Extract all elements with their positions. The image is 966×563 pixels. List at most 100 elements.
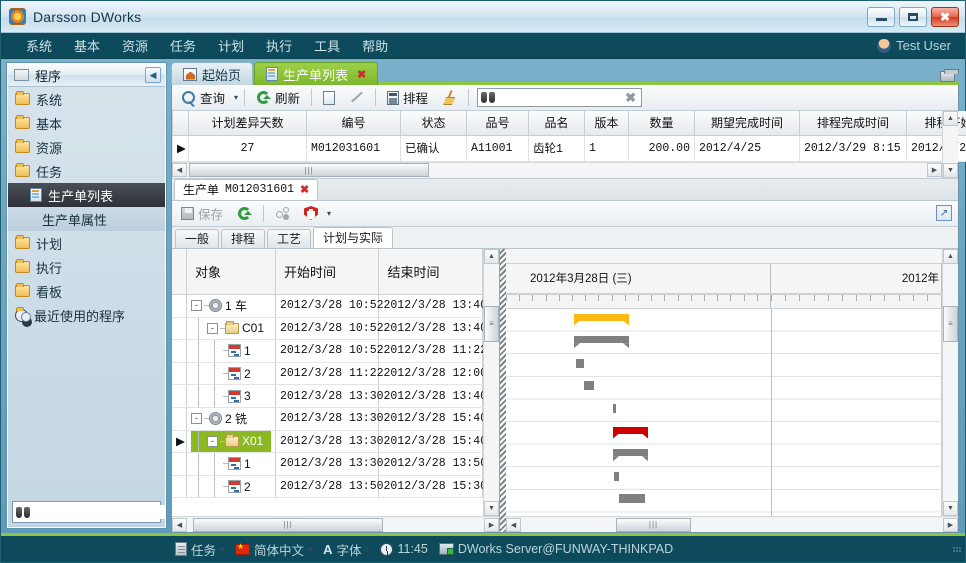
menu-item-task[interactable]: 任务 [170, 39, 197, 54]
table-row[interactable]: 2 2012/3/28 11:22 2012/3/28 12:00 [172, 361, 483, 386]
col-status[interactable]: 状态 [400, 111, 467, 136]
scroll-down-button[interactable]: ▼ [943, 501, 958, 516]
scroll-down-button[interactable]: ▼ [943, 162, 958, 178]
menu-item-plan[interactable]: 计划 [218, 39, 245, 54]
gantt-bar[interactable] [619, 494, 645, 504]
sidebar-item-plan[interactable]: 计划 [8, 231, 165, 255]
tab-start-page[interactable]: 起始页 [171, 62, 254, 85]
sidebar-search-input[interactable] [34, 505, 165, 519]
save-button[interactable]: 保存 [176, 202, 228, 225]
sidebar-item-task[interactable]: 任务 [8, 159, 165, 183]
gantt-tree-vscrollbar[interactable]: ▲ ≡ ▼ [483, 248, 499, 516]
sidebar-item-execute[interactable]: 执行 [8, 255, 165, 279]
gantt-splitter[interactable] [500, 248, 506, 532]
gantt-bar[interactable] [576, 358, 584, 368]
refresh-button[interactable]: 刷新 [251, 86, 305, 109]
scroll-right-button[interactable]: ▶ [927, 163, 942, 177]
status-font[interactable]: A 字体 ▾ [319, 538, 373, 561]
gantt-bar[interactable] [613, 426, 648, 434]
table-row[interactable]: 3 2012/3/28 13:30 2012/3/28 13:40 [172, 384, 483, 408]
sidebar-item-system[interactable]: 系统 [8, 87, 165, 111]
scroll-right-button[interactable]: ▶ [943, 517, 958, 532]
expander-icon[interactable]: - [206, 435, 218, 447]
hscroll-thumb[interactable]: ||| [189, 163, 429, 177]
col-scheduled-finish[interactable]: 排程完成时间 [799, 111, 907, 136]
sidebar-item-resource[interactable]: 资源 [8, 135, 165, 159]
clear-icon[interactable]: ✖ [625, 89, 637, 105]
table-row[interactable]: 2 2012/3/28 13:50 2012/3/28 15:30 [172, 474, 483, 499]
gantt-bar[interactable] [574, 313, 629, 321]
structure-button[interactable] [270, 204, 295, 223]
menu-item-resource[interactable]: 资源 [122, 39, 149, 54]
gantt-chart-vscrollbar[interactable]: ▲ ≡ ▼ [942, 248, 958, 516]
scroll-up-button[interactable]: ▲ [484, 248, 499, 264]
vscroll-thumb[interactable]: ≡ [943, 305, 958, 342]
chevron-down-icon[interactable]: ▾ [220, 544, 225, 554]
maximize-button[interactable] [899, 6, 927, 27]
lock-button[interactable] [299, 204, 323, 222]
gantt-col-end[interactable]: 结束时间 [378, 248, 483, 295]
vscroll-thumb[interactable]: ≡ [484, 305, 499, 342]
resize-grip-icon[interactable] [953, 546, 965, 552]
scroll-left-button[interactable]: ◀ [506, 517, 521, 532]
tab-plan-vs-actual[interactable]: 计划与实际 [313, 226, 394, 248]
expander-icon[interactable]: - [190, 413, 202, 425]
scroll-up-button[interactable]: ▲ [943, 111, 958, 126]
scroll-right-button[interactable]: ▶ [484, 517, 499, 532]
gantt-bar[interactable] [613, 449, 648, 457]
scroll-down-button[interactable]: ▼ [484, 501, 499, 516]
table-row[interactable]: - C01 2012/3/28 10:52 2012/3 [172, 316, 483, 341]
grid-vscrollbar[interactable]: ▲ ▼ [942, 111, 958, 178]
gantt-tree-hscrollbar[interactable]: ◀ ||| ▶ [172, 516, 499, 532]
expand-window-icon[interactable]: ↗ [936, 205, 952, 221]
table-row[interactable]: - 2 铣 2012/3/28 13:30 2012/ [172, 406, 483, 431]
vscroll-track[interactable]: ≡ [484, 263, 499, 501]
col-number[interactable]: 编号 [306, 111, 401, 136]
status-language[interactable]: 简体中文 ▾ [231, 538, 316, 561]
col-expected-finish[interactable]: 期望完成时间 [694, 111, 800, 136]
scroll-up-button[interactable]: ▲ [943, 248, 958, 264]
chevron-down-icon[interactable]: ▾ [327, 208, 332, 218]
menu-item-help[interactable]: 帮助 [362, 39, 389, 54]
menu-item-system[interactable]: 系统 [26, 39, 53, 54]
scroll-left-button[interactable]: ◀ [172, 517, 187, 532]
hscroll-track[interactable]: ||| [187, 517, 484, 532]
tab-scheduling[interactable]: 排程 [221, 228, 266, 248]
sidebar-search[interactable]: ✖ [12, 501, 165, 523]
status-task[interactable]: 任务 ▾ [171, 538, 228, 561]
scroll-left-button[interactable]: ◀ [172, 163, 187, 177]
expander-icon[interactable]: - [190, 300, 202, 312]
collapse-sidebar-button[interactable]: ◀ [145, 67, 161, 83]
sidebar-item-production-order-properties[interactable]: 生产单属性 [8, 207, 165, 231]
document-refresh-button[interactable] [232, 204, 257, 223]
document-tab[interactable]: 生产单 M012031601 ✖ [174, 178, 319, 200]
clean-button[interactable] [437, 88, 462, 107]
close-icon[interactable]: ✖ [300, 184, 310, 196]
hscroll-thumb[interactable]: ||| [616, 517, 691, 532]
col-version[interactable]: 版本 [584, 111, 629, 136]
tab-general[interactable]: 一般 [175, 228, 220, 248]
col-item-name[interactable]: 品名 [528, 111, 585, 136]
chevron-down-icon[interactable]: ▾ [234, 93, 239, 102]
hscroll-track[interactable]: ||| [187, 163, 927, 177]
col-item-no[interactable]: 品号 [466, 111, 529, 136]
sidebar-item-basic[interactable]: 基本 [8, 111, 165, 135]
gantt-col-object[interactable]: 对象 [185, 248, 276, 295]
schedule-button[interactable]: 排程 [382, 86, 433, 109]
tab-process[interactable]: 工艺 [267, 228, 312, 248]
gantt-bars-area[interactable] [506, 308, 942, 516]
table-row[interactable]: ▶ - X01 [172, 429, 483, 454]
gantt-bar[interactable] [574, 336, 629, 344]
hscroll-track[interactable]: ||| [521, 517, 943, 532]
gantt-col-start[interactable]: 开始时间 [274, 248, 380, 295]
gantt-bar[interactable] [584, 381, 594, 391]
window-list-icon[interactable] [940, 69, 959, 82]
table-row[interactable]: 1 2012/3/28 13:30 2012/3/28 13:50 [172, 452, 483, 476]
table-row[interactable]: - 1 车 2012/3/28 10:52 2012/ [172, 294, 483, 318]
expander-icon[interactable]: - [206, 322, 218, 334]
gantt-bar[interactable] [613, 403, 616, 413]
close-button[interactable]: ✖ [931, 6, 959, 27]
sidebar-item-recent-programs[interactable]: 最近使用的程序 [8, 303, 165, 327]
table-row[interactable]: 1 2012/3/28 10:52 2012/3/28 11:22 [172, 339, 483, 363]
hscroll-thumb[interactable]: ||| [193, 517, 383, 532]
